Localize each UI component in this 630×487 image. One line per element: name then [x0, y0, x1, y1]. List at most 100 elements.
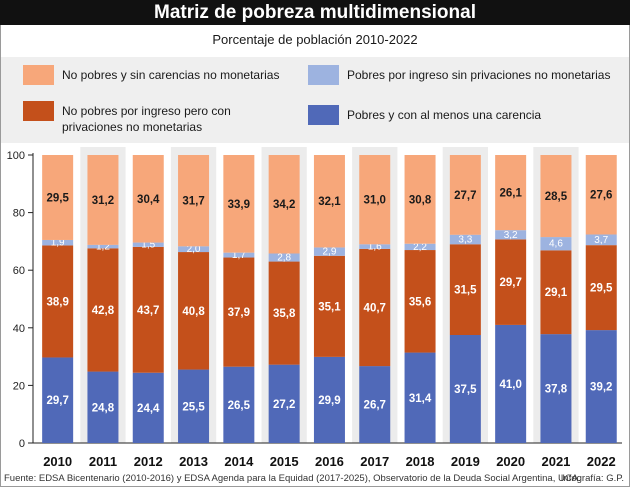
bar-segment — [87, 244, 119, 249]
data-label: 1,2 — [96, 242, 110, 253]
bar-segment — [268, 261, 300, 365]
data-label: 3,2 — [504, 230, 518, 241]
data-label: 2,9 — [322, 247, 336, 258]
x-tick-label: 2016 — [315, 454, 344, 469]
bar-segment — [404, 243, 436, 251]
bar-segment — [359, 366, 391, 443]
bar-segment — [42, 155, 74, 240]
bar-segment — [540, 334, 572, 443]
bar-segment — [449, 335, 481, 443]
data-label: 2,0 — [187, 244, 201, 255]
bar-segment — [42, 357, 74, 443]
data-label: 27,2 — [273, 399, 295, 411]
data-label: 3,3 — [458, 235, 472, 246]
source-footer: Fuente: EDSA Bicentenario (2010-2016) y … — [0, 470, 630, 487]
data-label: 29,1 — [545, 287, 568, 299]
x-tick-label: 2014 — [224, 454, 254, 469]
bar-segment — [132, 246, 164, 373]
data-label: 29,7 — [46, 395, 68, 407]
data-label: 38,9 — [46, 296, 68, 308]
legend-label: No pobres y sin carencias no monetarias — [62, 68, 280, 82]
legend-swatch — [23, 65, 54, 85]
bar-segment — [223, 366, 255, 443]
bar-segment — [223, 252, 255, 258]
data-label: 29,9 — [318, 395, 340, 407]
data-label: 31,4 — [409, 393, 432, 405]
data-label: 1,5 — [141, 240, 155, 251]
bar-segment — [404, 155, 436, 244]
data-label: 35,1 — [318, 301, 341, 313]
legend-label: No pobres por ingreso pero con privacion… — [62, 104, 231, 134]
bar-segment — [132, 372, 164, 443]
bar-segment — [268, 155, 300, 254]
bar-segment — [540, 237, 572, 251]
data-label: 26,7 — [364, 400, 386, 412]
data-label: 37,8 — [545, 384, 568, 396]
credit-text: Infografía: G.P. — [560, 473, 624, 484]
x-tick-label: 2018 — [406, 454, 435, 469]
bar-segment — [404, 250, 436, 353]
legend-item-no-pobres-sin-carencias: No pobres y sin carencias no monetarias — [23, 65, 302, 85]
data-label: 25,5 — [182, 401, 205, 413]
data-label: 43,7 — [137, 305, 159, 317]
data-label: 31,0 — [364, 195, 386, 207]
y-tick-label: 80 — [13, 208, 25, 220]
data-label: 33,9 — [228, 199, 250, 211]
data-label: 37,5 — [454, 384, 477, 396]
y-tick-label: 20 — [13, 380, 25, 392]
stacked-bar-chart: 0 20 40 60 80 100 29,7 38,9 1,9 29,5 2010 24,8 42,8 1… — [7, 147, 622, 469]
x-tick-label: 2010 — [43, 454, 72, 469]
legend-item-pobres-ingreso-sin-privaciones: Pobres por ingreso sin privaciones no mo… — [308, 65, 627, 85]
bar-segment — [268, 364, 300, 443]
data-label: 35,6 — [409, 296, 431, 308]
data-label: 3,7 — [594, 235, 608, 246]
legend-label: Pobres por ingreso sin privaciones no mo… — [347, 68, 611, 82]
bar-segment — [359, 248, 391, 367]
bar-segment — [585, 155, 617, 235]
data-label: 2,8 — [277, 253, 291, 264]
data-label: 41,0 — [499, 379, 521, 391]
x-tick-label: 2017 — [360, 454, 389, 469]
data-label: 30,8 — [409, 194, 432, 206]
bar-segment — [42, 239, 74, 246]
x-tick-label: 2022 — [587, 454, 616, 469]
source-text: Fuente: EDSA Bicentenario (2010-2016) y … — [4, 473, 581, 484]
bar-segment — [87, 248, 119, 372]
data-label: 4,6 — [549, 239, 563, 250]
data-label: 26,5 — [228, 400, 251, 412]
data-label: 27,7 — [454, 190, 476, 202]
y-tick-label: 60 — [13, 265, 25, 277]
data-label: 32,1 — [318, 196, 341, 208]
data-label: 1,9 — [51, 238, 65, 249]
data-label: 39,2 — [590, 382, 612, 394]
legend-swatch — [308, 105, 339, 125]
bar-segment — [313, 155, 345, 248]
chart-title: Matriz de pobreza multidimensional — [0, 0, 630, 25]
data-label: 29,5 — [590, 283, 613, 295]
bar-segment — [495, 230, 527, 240]
bar-segment — [585, 330, 617, 443]
bar-segment — [132, 242, 164, 247]
bar-segment — [495, 239, 527, 325]
chart-subtitle: Porcentaje de población 2010-2022 — [212, 32, 418, 47]
data-label: 40,7 — [364, 302, 386, 314]
y-tick-label: 40 — [13, 323, 25, 335]
bar-segment — [178, 252, 210, 370]
bar-segment — [404, 352, 436, 443]
x-tick-label: 2011 — [89, 454, 117, 469]
data-label: 29,7 — [499, 277, 521, 289]
y-tick-label: 100 — [7, 150, 25, 162]
bar-segment — [540, 250, 572, 335]
data-label: 34,2 — [273, 199, 295, 211]
x-tick-label: 2012 — [134, 454, 163, 469]
bar-segment — [268, 253, 300, 262]
bar-segment — [313, 255, 345, 357]
data-label: 29,5 — [46, 192, 69, 204]
data-label: 1,6 — [368, 242, 382, 253]
data-label: 31,2 — [92, 195, 114, 207]
bar-segment — [178, 246, 210, 253]
bar-segment — [495, 324, 527, 443]
x-tick-label: 2021 — [541, 454, 570, 469]
bar-segment — [87, 371, 119, 443]
x-tick-label: 2020 — [496, 454, 525, 469]
